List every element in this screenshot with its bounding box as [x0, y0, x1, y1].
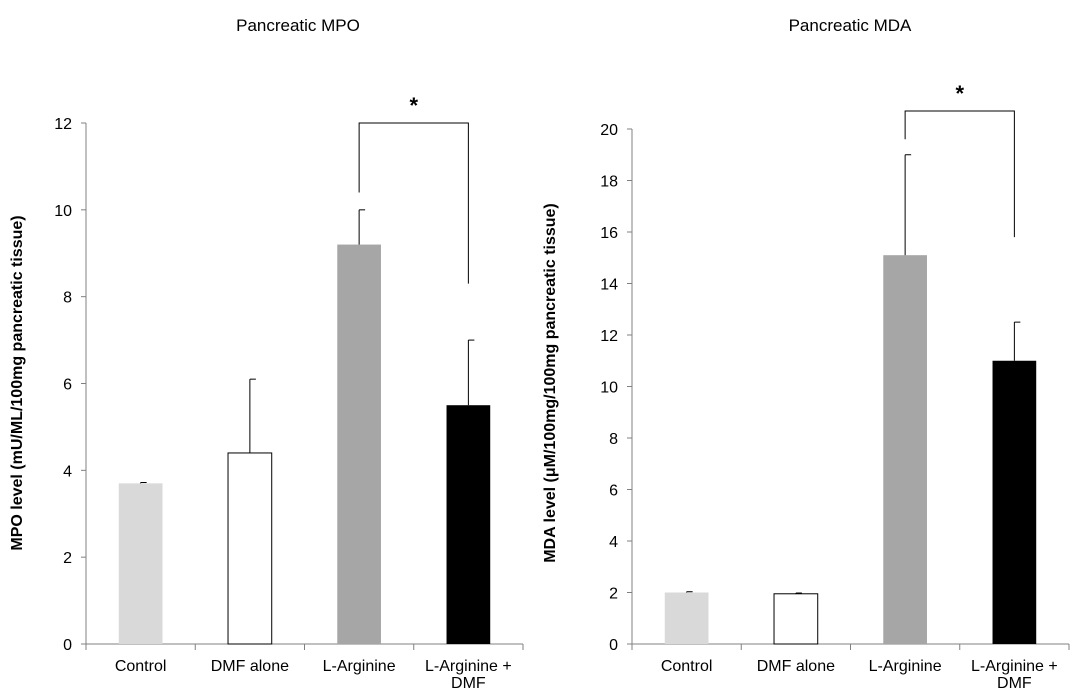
x-tick-label: DMF alone [757, 658, 835, 675]
x-tick-label: Control [661, 658, 713, 675]
y-tick-label: 0 [63, 637, 72, 654]
x-tick-label: DMF alone [211, 658, 289, 675]
x-tick-label: L-Arginine [323, 658, 396, 675]
y-tick-label: 20 [600, 122, 618, 139]
y-tick-label: 12 [600, 328, 618, 345]
bar-1 [664, 592, 709, 644]
y-tick-label: 6 [63, 377, 72, 394]
y-tick-label: 16 [600, 225, 618, 242]
significance-marker: * [409, 93, 418, 118]
bar-3 [337, 244, 381, 645]
y-tick-label: 12 [54, 116, 72, 133]
y-tick-label: 4 [63, 463, 72, 480]
x-tick-label: L-Arginine [869, 658, 942, 675]
y-tick-label: 10 [54, 203, 72, 220]
x-tick-label: Control [115, 658, 167, 675]
y-tick-label: 2 [609, 586, 618, 603]
x-tick-label: L-Arginine + [971, 658, 1058, 675]
y-tick-label: 10 [600, 380, 618, 397]
bar-3 [883, 255, 927, 645]
chart-panel-mpo: Pancreatic MPO MPO level (mU/ML/100mg pan… [9, 16, 524, 692]
y-axis-label: MDA level (μM/100mg/100mg pancreatic tis… [542, 203, 559, 563]
y-tick-label: 14 [600, 277, 618, 294]
y-tick-label: 18 [600, 174, 618, 191]
y-tick-label: 8 [63, 290, 72, 307]
y-tick-label: 4 [609, 534, 618, 551]
y-tick-label: 6 [609, 483, 618, 500]
chart-title: Pancreatic MDA [789, 16, 912, 35]
bar-4 [446, 405, 491, 644]
bar-2 [227, 452, 273, 645]
y-axis-label: MPO level (mU/ML/100mg pancreatic tissue… [9, 215, 26, 550]
significance-marker: * [955, 81, 964, 106]
x-tick-label: L-Arginine + [425, 658, 512, 675]
significance-bracket [358, 122, 469, 284]
x-tick-label: DMF [997, 675, 1032, 692]
bar-4 [992, 360, 1037, 644]
chart-title: Pancreatic MPO [236, 16, 360, 35]
y-tick-label: 8 [609, 431, 618, 448]
x-tick-label: DMF [451, 675, 486, 692]
chart-panel-mda: Pancreatic MDA MDA level (μM/100mg/100mg … [542, 16, 1070, 692]
y-tick-label: 0 [609, 637, 618, 654]
significance-bracket [904, 110, 1015, 238]
y-tick-label: 2 [63, 550, 72, 567]
bar-2 [773, 593, 819, 645]
bar-1 [118, 483, 163, 644]
